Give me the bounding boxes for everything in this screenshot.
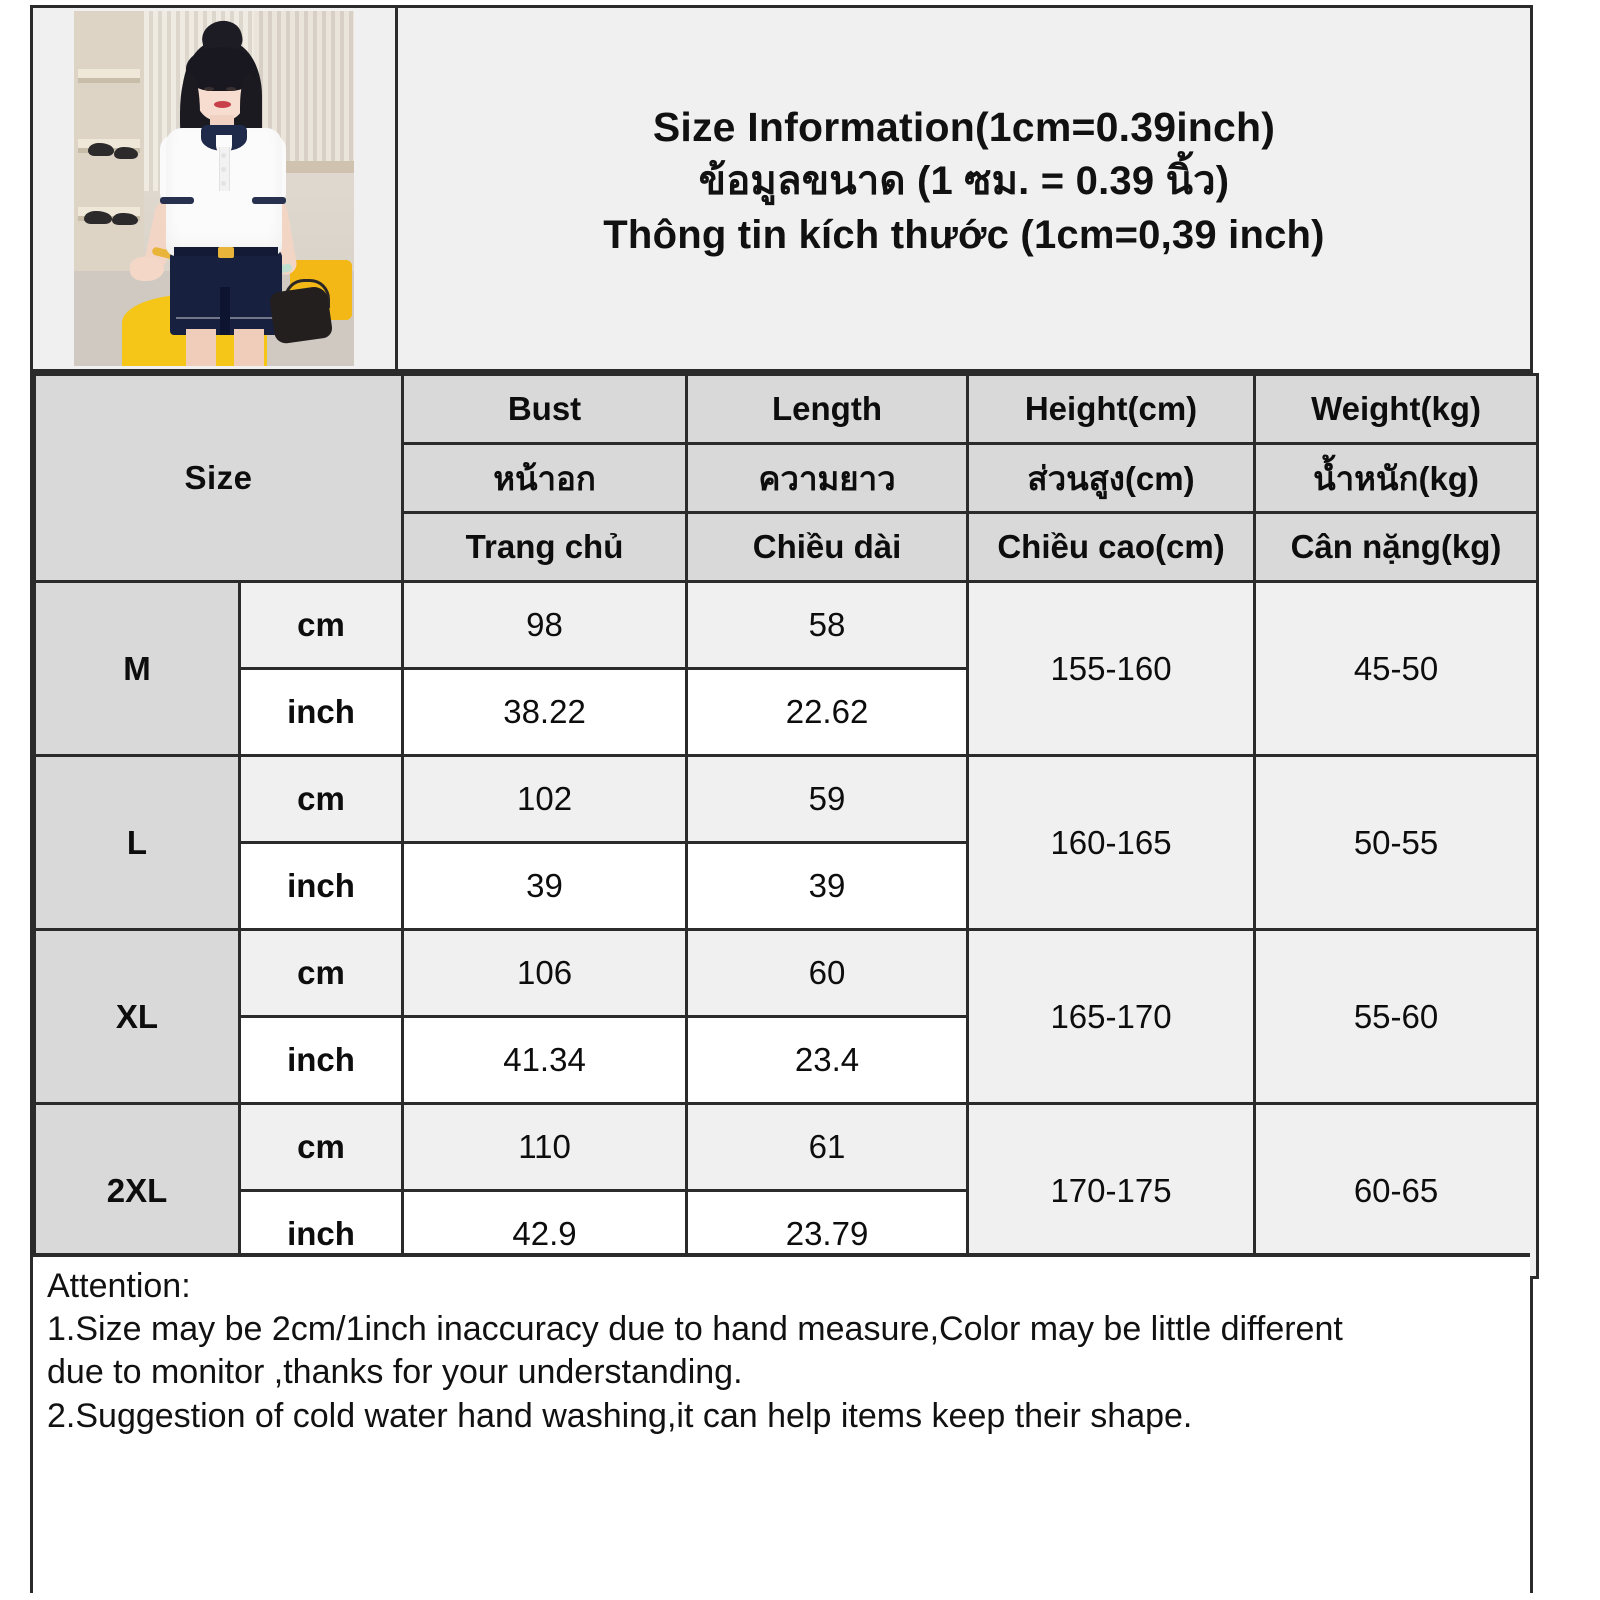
weight-xl: 55-60 bbox=[1253, 928, 1540, 1105]
length-inch-m: 22.62 bbox=[685, 667, 970, 757]
attention-heading: Attention: bbox=[47, 1267, 191, 1305]
col-header-length-th: ความยาว bbox=[685, 442, 970, 514]
bust-cm-l: 102 bbox=[401, 754, 689, 844]
col-header-length-en: Length bbox=[685, 373, 970, 445]
sleeve-cuff-left bbox=[160, 197, 194, 204]
banner: Size Information(1cm=0.39inch) ข้อมูลขนา… bbox=[33, 8, 1530, 373]
bust-cm-m: 98 bbox=[401, 580, 689, 670]
table-row: L cm 102 59 160-165 50-55 bbox=[33, 754, 1540, 931]
col-header-bust-en: Bust bbox=[401, 373, 689, 445]
length-inch-xl: 23.4 bbox=[685, 1015, 970, 1105]
shorts-stitching bbox=[230, 317, 276, 319]
size-label-l: L bbox=[33, 754, 241, 931]
header-row-vietnamese: Trang chủ Chiều dài Chiều cao(cm) Cân nặ… bbox=[35, 511, 1540, 583]
model-hand-left bbox=[130, 257, 164, 281]
unit-cm: cm bbox=[237, 1102, 405, 1192]
size-table: Size Bust Length Height(cm) Weight(kg) ห… bbox=[32, 373, 1540, 1279]
col-header-length-vi: Chiều dài bbox=[685, 511, 970, 583]
height-m: 155-160 bbox=[966, 580, 1257, 757]
col-header-height-en: Height(cm) bbox=[966, 373, 1257, 445]
height-l: 160-165 bbox=[966, 754, 1257, 931]
attention-line-2: due to monitor ,thanks for your understa… bbox=[47, 1353, 743, 1392]
unit-inch: inch bbox=[237, 841, 405, 931]
shelf-shadow bbox=[78, 78, 140, 83]
product-photo-cell bbox=[33, 8, 398, 369]
bust-cm-xl: 106 bbox=[401, 928, 689, 1018]
length-cm-m: 58 bbox=[685, 580, 970, 670]
shorts-stitching bbox=[176, 317, 220, 319]
bust-inch-xl: 41.34 bbox=[401, 1015, 689, 1105]
table-row: XL cm 106 60 165-170 55-60 bbox=[33, 928, 1540, 1105]
unit-inch: inch bbox=[237, 667, 405, 757]
sleeve-cuff-right bbox=[252, 197, 286, 204]
shirt-button bbox=[221, 181, 226, 186]
header-row-english: Size Bust Length Height(cm) Weight(kg) bbox=[32, 373, 1540, 583]
unit-cm: cm bbox=[237, 754, 405, 844]
bust-inch-l: 39 bbox=[401, 841, 689, 931]
model-leg-left bbox=[186, 329, 216, 366]
col-header-weight-vi: Cân nặng(kg) bbox=[1253, 511, 1540, 583]
model-eye bbox=[226, 87, 236, 91]
shelf-board bbox=[78, 69, 140, 78]
table-row: M cm 98 58 155-160 45-50 bbox=[33, 580, 1540, 757]
size-label-xl: XL bbox=[33, 928, 241, 1105]
model-eye bbox=[204, 87, 214, 91]
shoe-display bbox=[84, 211, 112, 224]
title-cell: Size Information(1cm=0.39inch) ข้อมูลขนา… bbox=[398, 8, 1530, 369]
title-thai: ข้อมูลขนาด (1 ซม. = 0.39 นิ้ว) bbox=[698, 159, 1230, 204]
height-2xl: 170-175 bbox=[966, 1102, 1257, 1279]
table-row: inch 39 39 bbox=[35, 841, 1538, 931]
bust-inch-m: 38.22 bbox=[401, 667, 689, 757]
size-chart-sheet: Size Information(1cm=0.39inch) ข้อมูลขนา… bbox=[30, 5, 1540, 1596]
unit-inch: inch bbox=[237, 1015, 405, 1105]
shirt-button bbox=[221, 167, 226, 172]
length-inch-l: 39 bbox=[685, 841, 970, 931]
size-label-m: M bbox=[33, 580, 241, 757]
length-cm-2xl: 61 bbox=[685, 1102, 970, 1192]
title-english: Size Information(1cm=0.39inch) bbox=[652, 104, 1276, 151]
shoe-display bbox=[112, 213, 138, 225]
product-photo bbox=[74, 11, 354, 366]
weight-l: 50-55 bbox=[1253, 754, 1540, 931]
shirt-button bbox=[221, 153, 226, 158]
col-header-height-th: ส่วนสูง(cm) bbox=[966, 442, 1257, 514]
shelf-board bbox=[78, 207, 140, 216]
shoe-display bbox=[88, 143, 114, 156]
shelf-board bbox=[78, 139, 140, 148]
table-row: 2XL cm 110 61 170-175 60-65 bbox=[33, 1102, 1540, 1279]
title-vietnamese: Thông tin kích thước (1cm=0,39 inch) bbox=[603, 212, 1325, 257]
table-row: inch 41.34 23.4 bbox=[35, 1015, 1538, 1105]
col-header-bust-vi: Trang chủ bbox=[401, 511, 689, 583]
black-handbag bbox=[268, 285, 334, 345]
shorts-seam bbox=[220, 287, 230, 335]
shoe-display bbox=[114, 147, 138, 159]
model-leg-right bbox=[234, 329, 264, 366]
attention-line-1: 1.Size may be 2cm/1inch inaccuracy due t… bbox=[47, 1310, 1343, 1349]
col-header-weight-en: Weight(kg) bbox=[1253, 373, 1540, 445]
header-row-thai: หน้าอก ความยาว ส่วนสูง(cm) น้ำหนัก(kg) bbox=[35, 442, 1540, 514]
belt-buckle bbox=[218, 247, 234, 258]
height-xl: 165-170 bbox=[966, 928, 1257, 1105]
model-lips bbox=[214, 101, 231, 108]
length-cm-l: 59 bbox=[685, 754, 970, 844]
size-header-cell: Size bbox=[32, 373, 405, 583]
col-header-bust-th: หน้าอก bbox=[401, 442, 689, 514]
unit-cm: cm bbox=[237, 928, 405, 1018]
size-label-2xl: 2XL bbox=[33, 1102, 241, 1279]
table-row: inch 38.22 22.62 bbox=[35, 667, 1538, 757]
bust-cm-2xl: 110 bbox=[401, 1102, 689, 1192]
weight-m: 45-50 bbox=[1253, 580, 1540, 757]
unit-cm: cm bbox=[237, 580, 405, 670]
col-header-weight-th: น้ำหนัก(kg) bbox=[1253, 442, 1540, 514]
attention-block: Attention: 1.Size may be 2cm/1inch inacc… bbox=[33, 1253, 1530, 1596]
weight-2xl: 60-65 bbox=[1253, 1102, 1540, 1279]
attention-line-3: 2.Suggestion of cold water hand washing,… bbox=[47, 1396, 1193, 1435]
length-cm-xl: 60 bbox=[685, 928, 970, 1018]
col-header-height-vi: Chiều cao(cm) bbox=[966, 511, 1257, 583]
